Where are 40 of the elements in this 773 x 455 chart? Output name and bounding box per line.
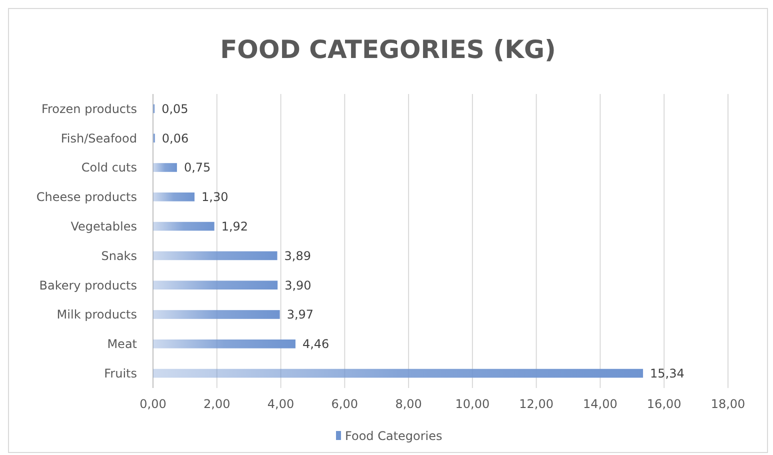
legend-label: Food Categories xyxy=(345,429,442,444)
x-tick-label: 16,00 xyxy=(646,397,682,411)
bar xyxy=(153,310,280,319)
x-tick-label: 8,00 xyxy=(395,397,422,411)
y-tick-label: Vegetables xyxy=(70,220,137,234)
y-tick-label: Snaks xyxy=(101,248,137,263)
data-label: 0,06 xyxy=(162,131,189,146)
bar xyxy=(153,368,644,378)
bar xyxy=(153,280,278,290)
y-tick-label: Fruits xyxy=(104,366,137,380)
x-tick-label: 14,00 xyxy=(583,397,618,411)
x-tick-label: 10,00 xyxy=(455,397,490,411)
data-label: 0,05 xyxy=(162,102,188,116)
data-label: 15,34 xyxy=(650,366,684,380)
y-tick-label: Bakery products xyxy=(39,278,137,292)
y-tick-label: Fish/Seafood xyxy=(60,131,137,146)
x-tick-label: 18,00 xyxy=(710,397,746,411)
data-label: 3,89 xyxy=(284,248,311,263)
data-label: 3,97 xyxy=(286,308,314,322)
bar xyxy=(153,339,296,348)
chart-title: FOOD CATEGORIES (KG) xyxy=(220,35,556,64)
x-tick-label: 6,00 xyxy=(331,397,358,411)
data-label: 1,30 xyxy=(202,190,228,204)
data-label: 4,46 xyxy=(302,337,330,352)
x-tick-label: 2,00 xyxy=(204,397,230,411)
y-tick-label: Cold cuts xyxy=(81,160,137,175)
x-tick-label: 0,00 xyxy=(140,397,166,411)
x-tick-label: 4,00 xyxy=(267,397,294,411)
bar xyxy=(153,222,214,231)
y-tick-label: Milk products xyxy=(56,308,137,322)
y-tick-label: Frozen products xyxy=(41,102,137,116)
x-tick-label: 12,00 xyxy=(519,397,554,411)
data-label: 1,92 xyxy=(221,220,248,234)
data-label: 0,75 xyxy=(184,160,211,175)
y-tick-label: Meat xyxy=(107,337,138,352)
bar xyxy=(153,251,278,260)
data-label: 3,90 xyxy=(284,278,312,292)
bar xyxy=(153,192,195,202)
y-tick-label: Cheese products xyxy=(36,190,137,204)
bar xyxy=(153,163,177,172)
